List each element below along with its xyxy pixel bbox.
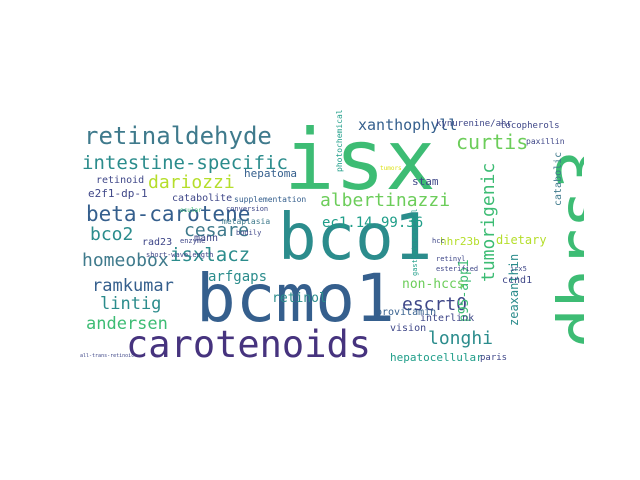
word-hhr23b: hhr23b bbox=[440, 235, 480, 248]
word-tumorigenic: tumorigenic bbox=[478, 162, 499, 282]
word-longhi: longhi bbox=[428, 328, 494, 349]
word-dietary: dietary bbox=[496, 233, 547, 247]
word-ramkumar: ramkumar bbox=[92, 276, 174, 296]
word-conversion: conversion bbox=[226, 205, 269, 213]
word-catabolite: catabolite bbox=[172, 193, 233, 204]
word-e2f1-dp-1: e2f1-dp-1 bbox=[88, 187, 148, 200]
word-albertinazzi: albertinazzi bbox=[320, 190, 451, 211]
word-xanthophyll: xanthophyll bbox=[358, 116, 458, 134]
word-ocular: ocular bbox=[180, 207, 202, 214]
word-homeobox: homeobox bbox=[82, 250, 169, 271]
word-supplementation: supplementation bbox=[234, 195, 307, 204]
word-esterified: esterified bbox=[436, 265, 479, 273]
word-bco2: bco2 bbox=[90, 224, 134, 245]
word-retinoid: retinoid bbox=[96, 175, 145, 186]
word-gastrointestinal: gastrointestinal bbox=[411, 208, 419, 276]
word-hcc: hcc bbox=[432, 237, 445, 245]
word-andersen: andersen bbox=[86, 314, 168, 334]
word-hepatocellular: hepatocellular bbox=[390, 351, 483, 364]
word-cesare: cesare bbox=[184, 220, 250, 241]
word-kynurenine: kynurenine/ahr bbox=[436, 119, 512, 129]
word-provitamin: provitamin bbox=[376, 307, 437, 318]
word-interlink: interlink bbox=[420, 313, 475, 324]
word-metaplasia: metaplasia bbox=[222, 217, 271, 226]
word-short-wavelength: short-wavelength bbox=[146, 251, 214, 259]
word-arfgaps: arfgaps bbox=[208, 269, 268, 285]
word-stam: stam bbox=[412, 175, 439, 188]
word-isxlacz: isxlacz bbox=[170, 244, 251, 266]
word-bco1: bco1 bbox=[278, 201, 433, 275]
word-enzyme: enzyme bbox=[180, 237, 206, 245]
word-retinaldehyde: retinaldehyde bbox=[84, 122, 272, 150]
word-tocopherols: tocopherols bbox=[500, 121, 560, 131]
word-hepatoma: hepatoma bbox=[244, 167, 297, 180]
word-intestine-specific: intestine-specific bbox=[82, 152, 288, 174]
word-rad23: rad23 bbox=[142, 237, 173, 248]
word-non-hccs: non-hccs bbox=[402, 277, 465, 292]
word-mann: mann bbox=[194, 233, 219, 244]
word-ec1-14-99-36: ec1.14.99.36 bbox=[322, 215, 424, 231]
word-retinyl: retinyl bbox=[436, 255, 466, 263]
word-paxillin: paxillin bbox=[526, 137, 565, 146]
word-ccnd1: ccnd1 bbox=[502, 275, 533, 286]
word-cloud: dhrs3 isx bco1 bcmo1 carotenoids retinal… bbox=[80, 106, 584, 365]
word-catabolic: catabolic bbox=[553, 151, 564, 206]
word-irx5: irx5 bbox=[510, 265, 527, 273]
word-retinol: retinol bbox=[272, 291, 327, 306]
word-paris: paris bbox=[480, 353, 508, 363]
word-bodily: bodily bbox=[236, 229, 262, 237]
word-vision: vision bbox=[390, 323, 427, 334]
word-bcmo1: bcmo1 bbox=[196, 260, 395, 337]
word-photochemical: photochemical bbox=[335, 109, 344, 172]
word-isx: isx bbox=[284, 111, 436, 209]
word-lintig: lintig bbox=[100, 294, 162, 314]
word-all-trans-retinoic: all-trans-retinoic bbox=[80, 353, 135, 359]
word-beta-carotene: beta-carotene bbox=[86, 202, 251, 226]
word-carotenoids: carotenoids bbox=[126, 323, 372, 365]
word-escrt0: escrt0 bbox=[402, 294, 468, 315]
word-curtis: curtis bbox=[456, 130, 529, 154]
word-tumors: tumors bbox=[380, 165, 402, 172]
word-dariozzi: dariozzi bbox=[148, 172, 235, 193]
